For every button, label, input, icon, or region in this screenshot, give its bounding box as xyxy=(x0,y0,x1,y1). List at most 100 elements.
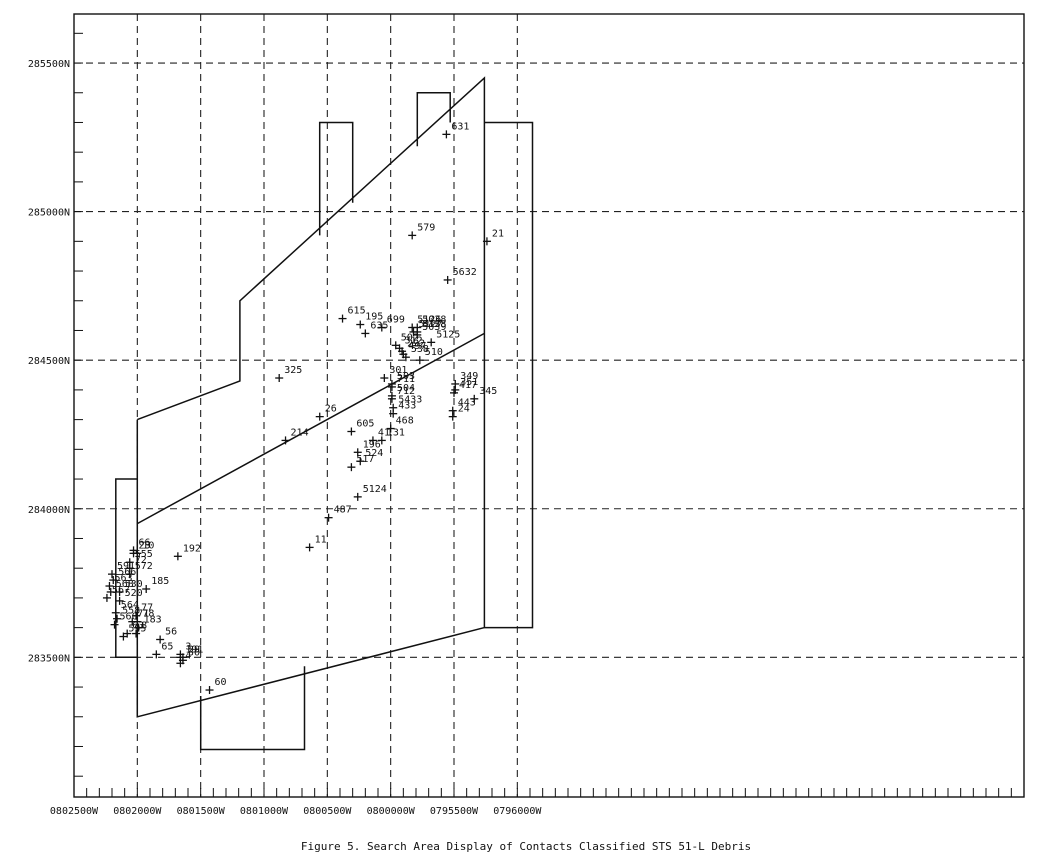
contact-label: 5126 xyxy=(417,314,441,325)
x-tick-label: 0802500W xyxy=(50,806,99,817)
contact-label: 131 xyxy=(387,427,405,438)
plot-border xyxy=(73,13,1025,798)
contact-label: 524 xyxy=(365,448,383,459)
contact-point: 5039 xyxy=(413,322,446,339)
grid-lines xyxy=(74,14,1024,797)
contact-point: 567 xyxy=(102,585,130,602)
search-area-boundary xyxy=(199,666,306,751)
y-tick-label: 283500N xyxy=(28,653,70,664)
contact-point: 11 xyxy=(305,534,327,552)
contact-label: 487 xyxy=(334,505,352,516)
contact-point: 4 xyxy=(176,650,191,668)
contact-label: 5039 xyxy=(422,322,446,333)
y-tick-label: 285000N xyxy=(28,208,70,219)
y-tick-label: 284500N xyxy=(28,356,70,367)
contact-label: 4 xyxy=(185,650,191,661)
contact-label: 11 xyxy=(315,534,327,545)
contact-label: 538 xyxy=(411,344,429,355)
contact-label: 591 xyxy=(117,561,135,572)
contact-label: 605 xyxy=(356,419,374,430)
figure-caption: Figure 5. Search Area Display of Contact… xyxy=(300,840,752,853)
contact-point: 196 xyxy=(353,439,381,457)
contact-label: 468 xyxy=(396,416,414,427)
contact-label: 520 xyxy=(125,588,143,599)
contact-point: 712 xyxy=(387,386,415,403)
contact-label: 517 xyxy=(356,454,374,465)
contact-label: 72 xyxy=(135,555,147,566)
contact-label: 433 xyxy=(398,401,416,412)
contact-label: 351 xyxy=(460,377,478,388)
contact-label: 510 xyxy=(425,347,443,358)
contact-label: 5128 xyxy=(422,319,446,330)
contact-label: 5127 xyxy=(418,319,442,330)
contact-point: 26 xyxy=(315,404,337,421)
contact-label: 502 xyxy=(401,332,419,343)
contact-point: 564 xyxy=(111,600,139,617)
contact-label: 21 xyxy=(492,228,504,239)
contact-point: 579 xyxy=(408,222,435,240)
contact-label: 30 xyxy=(188,647,200,658)
search-area-boundary xyxy=(318,121,354,236)
contact-label: 560 xyxy=(120,612,138,623)
contact-label: 3 xyxy=(185,641,191,652)
contact-point: 566 xyxy=(109,567,136,585)
contact-point: 530 xyxy=(115,579,143,596)
contact-label: 568 xyxy=(116,579,134,590)
contact-point: 8 xyxy=(132,621,147,638)
contact-point: 183 xyxy=(134,615,162,632)
contact-point: 699 xyxy=(377,314,405,332)
contact-point: 615 xyxy=(338,306,366,323)
contact-label: 5632 xyxy=(453,267,477,278)
contact-label: 63 xyxy=(132,621,144,632)
contact-label: 66 xyxy=(139,537,151,548)
contact-label: 558 xyxy=(122,606,140,617)
contact-point: 71 xyxy=(128,609,149,626)
contact-point: 711 xyxy=(387,374,415,391)
contact-point: 605 xyxy=(347,419,374,436)
contact-point: 417 xyxy=(450,380,477,397)
contact-label: 712 xyxy=(397,386,415,397)
contact-point: 560 xyxy=(110,612,138,629)
contact-point: 487 xyxy=(324,505,352,522)
contact-label: 497 xyxy=(408,341,426,352)
contact-label: 77 xyxy=(141,603,153,614)
contact-point: 195 xyxy=(356,312,383,329)
contact-point: 24 xyxy=(448,404,470,421)
search-area-boundary xyxy=(136,332,485,525)
contact-point: 568 xyxy=(106,579,134,596)
search-area-outline xyxy=(115,76,534,751)
search-area-boundary xyxy=(416,91,451,147)
contact-label: 26 xyxy=(325,404,337,415)
contact-label: 5125 xyxy=(436,329,460,340)
contact-label: 530 xyxy=(125,579,143,590)
contact-point: 591 xyxy=(108,561,135,579)
contact-label: 567 xyxy=(112,585,130,596)
contact-label: 443 xyxy=(458,398,476,409)
contact-point: 563 xyxy=(105,573,133,591)
x-tick-label: 0802000W xyxy=(113,806,162,817)
contact-point: 10 xyxy=(133,540,154,558)
contact-label: 345 xyxy=(479,386,497,397)
contact-point: 524 xyxy=(356,448,383,466)
contact-label: 60 xyxy=(215,677,227,688)
contact-label: 564 xyxy=(121,600,139,611)
contact-point: 468 xyxy=(386,416,414,433)
contact-label: 191 xyxy=(185,644,203,655)
contact-label: 214 xyxy=(291,427,309,438)
contact-label: 192 xyxy=(183,543,201,554)
contact-point: 5124 xyxy=(353,484,387,501)
x-tick-label: 0796000W xyxy=(493,806,542,817)
contact-point: 572 xyxy=(125,561,153,579)
contact-label: 56 xyxy=(165,627,177,638)
contact-label: 312 xyxy=(405,335,423,346)
contact-label: 78 xyxy=(142,609,154,620)
contact-point: 60 xyxy=(205,677,227,695)
contact-label: 579 xyxy=(417,222,435,233)
contact-label: 196 xyxy=(363,439,381,450)
contact-point: 517 xyxy=(347,454,374,472)
x-tick-label: 0801500W xyxy=(177,806,226,817)
contact-label: 5124 xyxy=(363,484,387,495)
contact-label: 5433 xyxy=(398,395,422,406)
contact-point: 131 xyxy=(377,427,405,445)
